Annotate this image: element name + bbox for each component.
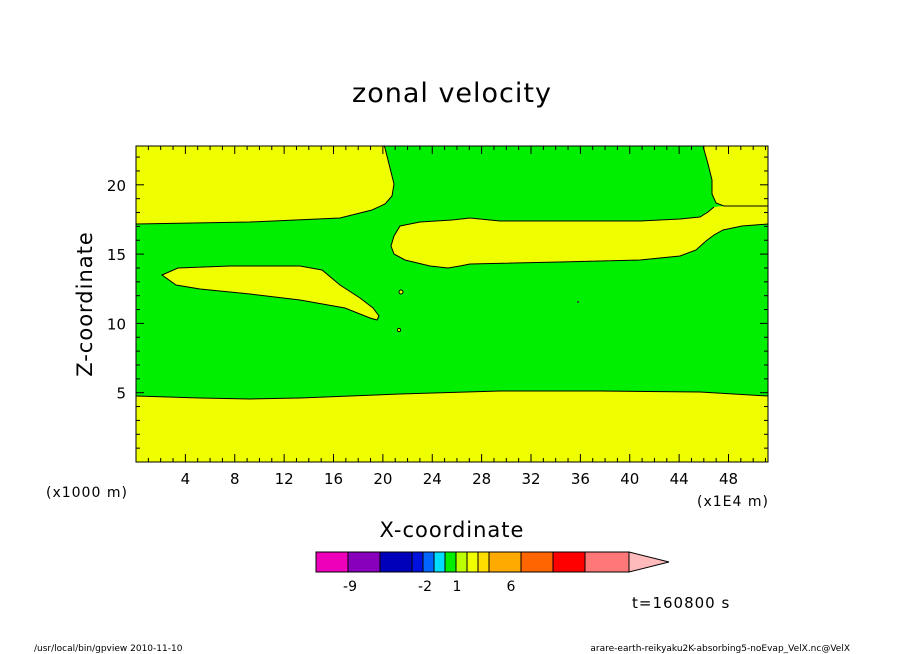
x-tick-label: 44 <box>670 470 689 488</box>
x-unit-left: (x1000 m) <box>46 485 128 501</box>
contour-spot <box>577 301 579 303</box>
colorbar-label: 6 <box>507 579 516 595</box>
y-axis-label: Z-coordinate <box>73 231 97 377</box>
y-tick-label: 15 <box>107 246 126 264</box>
colorbar-label: -9 <box>343 579 357 595</box>
y-tick-label: 10 <box>107 315 126 333</box>
x-tick-label: 16 <box>324 470 343 488</box>
time-label: t=160800 s <box>632 594 730 612</box>
colorbar-swatch <box>411 551 424 573</box>
plot-area <box>135 145 769 463</box>
y-axis: 5 10 15 20 <box>107 156 768 449</box>
plot-frame <box>135 145 769 463</box>
y-tick-label: 5 <box>116 385 126 403</box>
colorbar-swatch <box>520 551 554 573</box>
colorbar-swatch <box>315 551 349 573</box>
x-unit-right: (x1E4 m) <box>697 494 769 510</box>
x-tick-label: 12 <box>275 470 294 488</box>
colorbar-swatch <box>488 551 522 573</box>
region-yellow-upper-lobe <box>391 206 768 268</box>
x-tick-label: 40 <box>620 470 639 488</box>
colorbar-labels: -9 -2 1 6 <box>343 579 516 595</box>
chart-title: zonal velocity <box>352 78 552 109</box>
colorbar-swatch <box>552 551 586 573</box>
x-tick-label: 20 <box>373 470 392 488</box>
colorbar-swatch <box>379 551 413 573</box>
x-tick-label: 32 <box>521 470 540 488</box>
x-tick-label: 4 <box>181 470 191 488</box>
colorbar-label: 1 <box>453 579 462 595</box>
colorbar-swatch <box>422 551 435 573</box>
colorbar-swatch <box>444 551 457 573</box>
colorbar-label: -2 <box>418 579 432 595</box>
x-tick-label: 48 <box>719 470 738 488</box>
region-yellow-upper-strip <box>136 146 394 224</box>
colorbar-swatch <box>347 551 381 573</box>
colorbar-swatch <box>477 551 490 573</box>
colorbar-swatch <box>466 551 479 573</box>
x-tick-label: 8 <box>230 470 240 488</box>
region-green-band <box>136 146 768 399</box>
colorbar-swatch <box>584 551 630 573</box>
contour-lines <box>135 145 769 400</box>
colorbar <box>315 551 670 573</box>
y-tick-label: 20 <box>107 177 126 195</box>
x-axis: 4 8 12 16 20 24 28 32 36 40 44 48 <box>147 146 767 488</box>
colorbar-extend-arrow <box>628 551 670 573</box>
x-axis-label: X-coordinate <box>380 518 525 542</box>
colorbar-swatch <box>455 551 468 573</box>
region-yellow-tongue <box>162 266 379 320</box>
x-tick-label: 36 <box>571 470 590 488</box>
x-tick-label: 28 <box>472 470 491 488</box>
footer-left: /usr/local/bin/gpview 2010-11-10 <box>34 644 183 654</box>
contour-spot <box>399 290 403 294</box>
footer-right: arare-earth-reikyaku2K-absorbing5-noEvap… <box>590 644 850 654</box>
contour-spot <box>397 328 401 332</box>
colorbar-swatch <box>433 551 446 573</box>
x-tick-label: 24 <box>423 470 442 488</box>
